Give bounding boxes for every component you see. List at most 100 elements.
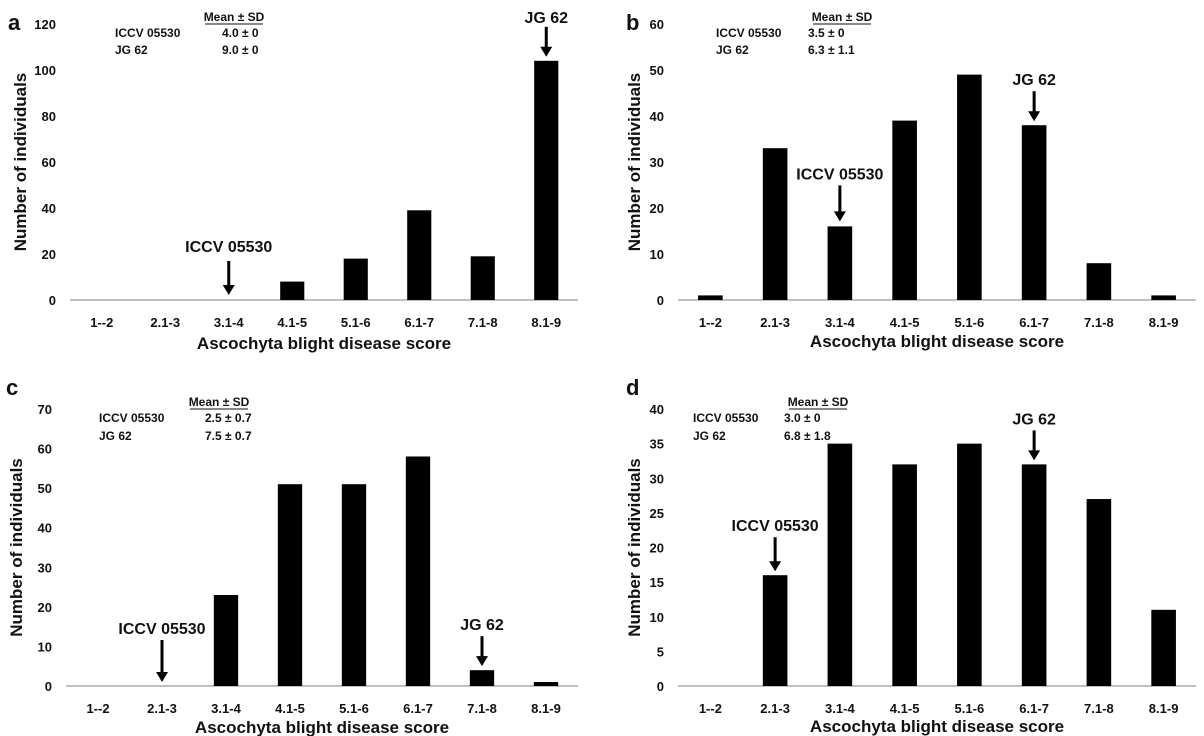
- y-tick-label: 35: [650, 437, 664, 452]
- y-tick-label: 0: [49, 293, 56, 308]
- annotation-arrow-head: [1028, 111, 1041, 122]
- stats-name: ICCV 05530: [693, 411, 759, 425]
- x-tick-label: 1--2: [90, 315, 113, 330]
- y-tick-label: 20: [650, 541, 664, 556]
- y-tick-label: 25: [650, 506, 664, 521]
- panel-letter: b: [626, 10, 639, 35]
- bar-4.1-5: [277, 484, 303, 686]
- x-tick-label: 2.1-3: [760, 701, 790, 716]
- x-axis-title: Ascochyta blight disease score: [197, 334, 451, 353]
- annotation-arrow-head: [222, 285, 235, 295]
- bar-2.1-3: [762, 148, 788, 300]
- bar-5.1-6: [341, 484, 367, 686]
- y-tick-label: 60: [38, 442, 52, 457]
- bar-5.1-6: [343, 258, 368, 300]
- y-tick-label: 0: [657, 293, 664, 308]
- stats-name: ICCV 05530: [716, 26, 782, 40]
- bar-1--2: [698, 295, 723, 300]
- bar-7.1-8: [470, 256, 495, 300]
- annotation-arrow-head: [1028, 450, 1041, 461]
- x-tick-label: 6.1-7: [1019, 701, 1049, 716]
- bar-6.1-7: [407, 210, 432, 300]
- x-tick-label: 3.1-4: [825, 315, 855, 330]
- y-tick-label: 100: [34, 63, 56, 78]
- stats-name: JG 62: [115, 43, 148, 57]
- stats-value: 4.0 ± 0: [222, 26, 259, 40]
- x-tick-label: 5.1-6: [341, 315, 371, 330]
- x-tick-label: 1--2: [699, 701, 722, 716]
- annotation-label: ICCV 05530: [732, 518, 819, 535]
- y-tick-label: 0: [45, 679, 52, 694]
- stats-header: Mean ± SD: [788, 395, 849, 409]
- stats-name: ICCV 05530: [115, 26, 181, 40]
- stats-value: 3.5 ± 0: [808, 26, 845, 40]
- x-tick-label: 3.1-4: [211, 701, 241, 716]
- annotation-label: JG 62: [1012, 411, 1056, 428]
- x-tick-label: 1--2: [86, 701, 109, 716]
- x-tick-label: 2.1-3: [147, 701, 177, 716]
- x-tick-label: 2.1-3: [760, 315, 790, 330]
- panel-letter: c: [6, 375, 18, 400]
- bar-4.1-5: [892, 464, 917, 686]
- y-tick-label: 60: [650, 17, 664, 32]
- x-tick-label: 5.1-6: [339, 701, 369, 716]
- y-tick-label: 40: [38, 521, 52, 536]
- y-tick-label: 15: [650, 575, 664, 590]
- x-tick-label: 4.1-5: [275, 701, 305, 716]
- bar-5.1-6: [957, 443, 982, 686]
- stats-value: 2.5 ± 0.7: [205, 411, 252, 425]
- panel-a: a 0 20 40 60 80 100 120 1--2 2.1-3 3.1-4 4.1-5 5.1-6…: [8, 10, 578, 353]
- x-axis-title: Ascochyta blight disease score: [195, 718, 449, 736]
- y-tick-label: 10: [38, 639, 52, 654]
- x-tick-label: 3.1-4: [214, 315, 244, 330]
- stats-value: 7.5 ± 0.7: [205, 429, 252, 443]
- bar-4.1-5: [892, 120, 917, 300]
- x-tick-label: 7.1-8: [1084, 701, 1114, 716]
- y-tick-label: 50: [38, 481, 52, 496]
- x-tick-label: 5.1-6: [955, 315, 985, 330]
- x-tick-label: 7.1-8: [467, 701, 497, 716]
- stats-header: Mean ± SD: [204, 10, 265, 24]
- x-tick-label: 1--2: [699, 315, 722, 330]
- bar-6.1-7: [405, 456, 431, 686]
- annotation-label: ICCV 05530: [796, 166, 883, 183]
- panel-d: d 0 5 10 15 20 25 30 35 40 1--2 2.1-3 3.1-4 4.1-5 5.1-…: [625, 375, 1196, 736]
- bar-3.1-4: [827, 226, 853, 300]
- stats-value: 3.0 ± 0: [784, 411, 821, 425]
- y-tick-label: 20: [42, 247, 56, 262]
- y-tick-label: 30: [650, 471, 664, 486]
- bar-8.1-9: [533, 682, 559, 686]
- y-axis-title: Number of individuals: [7, 458, 26, 637]
- stats-name: JG 62: [716, 43, 749, 57]
- y-tick-label: 50: [650, 63, 664, 78]
- y-axis-title: Number of individuals: [625, 458, 644, 637]
- annotation-label: ICCV 05530: [118, 621, 205, 638]
- x-tick-label: 6.1-7: [1019, 315, 1049, 330]
- y-tick-label: 5: [657, 644, 664, 659]
- y-tick-label: 70: [38, 402, 52, 417]
- y-axis-title: Number of individuals: [625, 73, 644, 252]
- annotation-label: ICCV 05530: [185, 239, 272, 256]
- y-tick-label: 80: [42, 109, 56, 124]
- stats-header: Mean ± SD: [189, 395, 250, 409]
- bar-6.1-7: [1021, 125, 1047, 300]
- y-tick-label: 40: [650, 402, 664, 417]
- stats-header: Mean ± SD: [812, 10, 873, 24]
- y-tick-label: 30: [650, 155, 664, 170]
- annotation-label: JG 62: [1012, 72, 1056, 89]
- bar-8.1-9: [1151, 609, 1176, 686]
- x-axis-title: Ascochyta blight disease score: [810, 332, 1064, 351]
- y-tick-label: 120: [34, 17, 56, 32]
- x-tick-label: 3.1-4: [825, 701, 855, 716]
- y-tick-label: 30: [38, 560, 52, 575]
- stats-value: 6.3 ± 1.1: [808, 43, 855, 57]
- panel-c: c 0 10 20 30 40 50 60 70 1--2 2.1-3 3.1-4 4.1-5 5.1-6…: [6, 375, 578, 736]
- y-tick-label: 10: [650, 247, 664, 262]
- annotation-arrow-head: [476, 656, 488, 667]
- x-axis-title: Ascochyta blight disease score: [810, 717, 1064, 736]
- bar-7.1-8: [1086, 263, 1112, 300]
- y-tick-label: 0: [657, 679, 664, 694]
- bar-4.1-5: [280, 281, 305, 300]
- bar-8.1-9: [1151, 295, 1176, 300]
